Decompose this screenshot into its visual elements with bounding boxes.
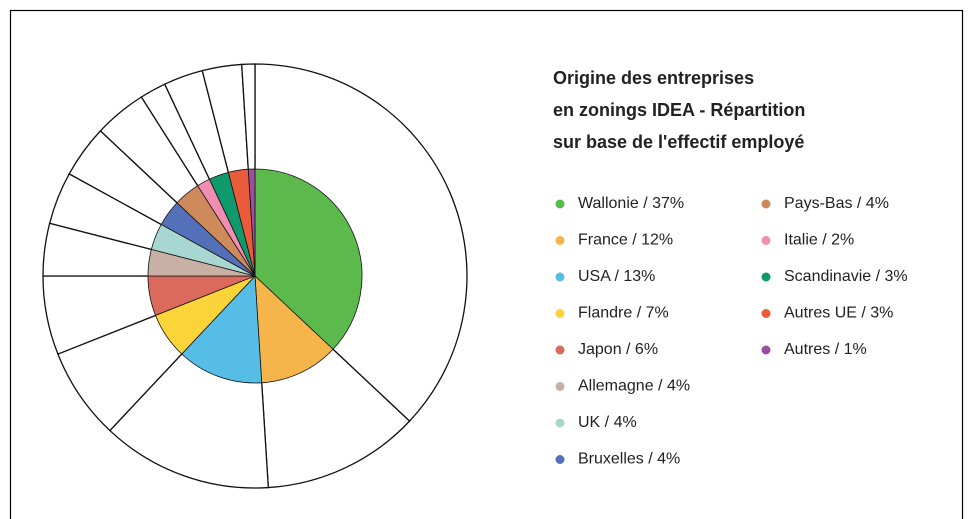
chart-title: en zonings IDEA - Répartition [553,100,805,120]
outer-wedge [254,63,468,423]
chart-title: sur base de l'effectif employé [553,132,804,152]
legend-label: Wallonie / 37% [578,195,684,212]
legend-label: Bruxelles / 4% [578,451,680,468]
legend-swatch [555,272,565,282]
inner-wedge [181,275,263,384]
legend-swatch [761,199,771,209]
legend-label: Autres UE / 3% [784,305,893,322]
legend-swatch [555,455,565,464]
legend-swatch [761,236,771,245]
legend-label: Scandinavie / 3% [784,268,908,285]
legend-label: Flandre / 7% [578,305,669,322]
legend-swatch [555,418,565,428]
legend-swatch [761,309,771,318]
chart-title: Origine des entreprises [553,68,754,88]
legend-label: USA / 13% [578,268,655,285]
legend-swatch [761,272,771,282]
legend-label: Italie / 2% [784,232,854,249]
legend-label: Pays-Bas / 4% [784,195,889,212]
inner-wedge [247,168,256,277]
legend-label: Autres / 1% [784,341,867,358]
legend-label: France / 12% [578,232,673,249]
legend-swatch [555,345,565,355]
legend-label: Allemagne / 4% [578,378,690,395]
legend-swatch [555,382,565,391]
frame [9,9,964,519]
legend-swatch [555,236,565,245]
legend-swatch [555,199,565,209]
legend-swatch [761,345,771,355]
legend-label: UK / 4% [578,414,637,431]
inner-wedge [254,275,334,384]
legend-swatch [555,309,565,318]
legend-label: Japon / 6% [578,341,658,358]
inner-wedge [254,168,363,350]
